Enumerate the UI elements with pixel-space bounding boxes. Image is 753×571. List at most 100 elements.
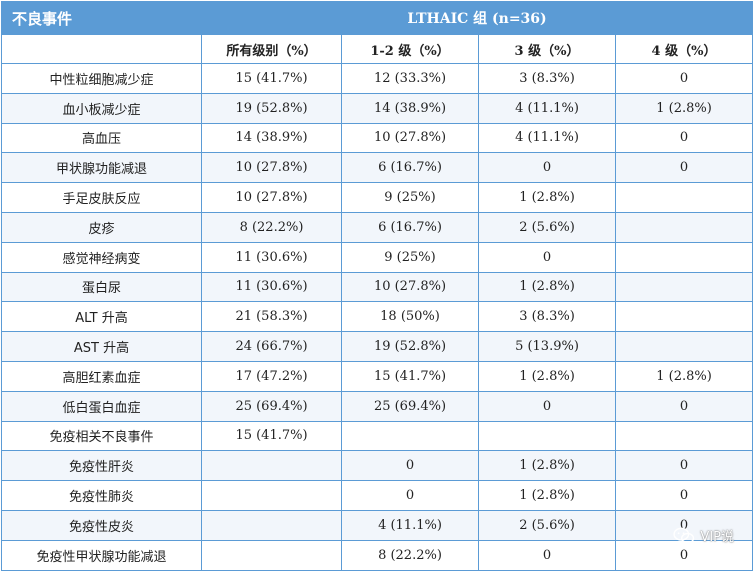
grade-4-cell	[614, 301, 753, 333]
grade-3-cell: 1 (2.8%)	[478, 182, 616, 213]
all-grades-cell: 10 (27.8%)	[201, 152, 342, 184]
all-grades-cell	[201, 480, 342, 511]
grade-4-cell	[614, 331, 753, 362]
grade-1-2-header: 1-2 级（%）	[341, 34, 479, 64]
grade-3-cell: 4 (11.1%)	[478, 122, 616, 154]
all-grades-cell: 25 (69.4%)	[201, 390, 342, 422]
table-title-row: 不良事件 LTHAIC 组 (n=36)	[1, 1, 753, 35]
table-row: 感觉神经病变 11 (30.6%) 9 (25%) 0	[1, 241, 753, 273]
table-row: 高血压 14 (38.9%) 10 (27.8%) 4 (11.1%) 0	[1, 122, 753, 154]
grade-3-header: 3 级（%）	[478, 34, 616, 64]
grade-4-cell	[614, 241, 753, 273]
table-row: 高胆红素血症 17 (47.2%) 15 (41.7%) 1 (2.8%) 1 (2.8…	[1, 360, 753, 392]
event-name-cell: 蛋白尿	[1, 271, 202, 303]
grade-3-cell: 2 (5.6%)	[478, 211, 616, 243]
all-grades-cell: 11 (30.6%)	[201, 241, 342, 273]
all-grades-cell: 19 (52.8%)	[201, 92, 342, 124]
grade-4-cell: 1 (2.8%)	[614, 360, 753, 392]
grade-header-row: 所有级别（%） 1-2 级（%） 3 级（%） 4 级（%）	[1, 34, 753, 64]
grade-1-2-cell: 10 (27.8%)	[341, 271, 479, 303]
grade-4-cell: 0	[614, 450, 753, 482]
all-grades-cell: 11 (30.6%)	[201, 271, 342, 303]
all-grades-cell: 8 (22.2%)	[201, 211, 342, 243]
grade-1-2-cell: 9 (25%)	[341, 182, 479, 213]
event-name-cell: 甲状腺功能减退	[1, 152, 202, 184]
all-grades-cell: 10 (27.8%)	[201, 182, 342, 213]
grade-1-2-cell: 9 (25%)	[341, 241, 479, 273]
table-row: 免疫性肝炎 0 1 (2.8%) 0	[1, 450, 753, 482]
event-name-cell: 低白蛋白血症	[1, 390, 202, 422]
all-grades-cell	[201, 539, 342, 571]
grade-3-cell: 0	[478, 152, 616, 184]
grade-4-cell	[614, 211, 753, 243]
all-grades-cell: 24 (66.7%)	[201, 331, 342, 362]
grade-1-2-cell: 15 (41.7%)	[341, 360, 479, 392]
adverse-event-header: 不良事件	[1, 1, 202, 35]
table-row: AST 升高 24 (66.7%) 19 (52.8%) 5 (13.9%)	[1, 331, 753, 362]
grade-3-cell: 3 (8.3%)	[478, 301, 616, 333]
table-row: 免疫性皮炎 4 (11.1%) 2 (5.6%) 0	[1, 509, 753, 541]
event-name-cell: ALT 升高	[1, 301, 202, 333]
table-row: 皮疹 8 (22.2%) 6 (16.7%) 2 (5.6%)	[1, 211, 753, 243]
table-row: 免疫性甲状腺功能减退 8 (22.2%) 0 0	[1, 539, 753, 571]
event-name-cell: 感觉神经病变	[1, 241, 202, 273]
grade-3-cell: 1 (2.8%)	[478, 480, 616, 511]
event-name-cell: 免疫性肺炎	[1, 480, 202, 511]
event-name-cell: 免疫性甲状腺功能减退	[1, 539, 202, 571]
grade-3-cell: 1 (2.8%)	[478, 271, 616, 303]
grade-1-2-cell: 12 (33.3%)	[341, 63, 479, 94]
grade-3-cell: 5 (13.9%)	[478, 331, 616, 362]
table-row: 手足皮肤反应 10 (27.8%) 9 (25%) 1 (2.8%)	[1, 182, 753, 213]
grade-1-2-cell	[341, 420, 479, 452]
grade-3-cell: 0	[478, 241, 616, 273]
table-row: ALT 升高 21 (58.3%) 18 (50%) 3 (8.3%)	[1, 301, 753, 333]
table-row: 蛋白尿 11 (30.6%) 10 (27.8%) 1 (2.8%)	[1, 271, 753, 303]
grade-1-2-cell: 10 (27.8%)	[341, 122, 479, 154]
grade-3-cell	[478, 420, 616, 452]
grade-1-2-cell: 8 (22.2%)	[341, 539, 479, 571]
grade-1-2-cell: 6 (16.7%)	[341, 211, 479, 243]
empty-header-cell	[1, 34, 202, 64]
event-name-cell: 免疫性皮炎	[1, 509, 202, 541]
grade-4-cell	[614, 271, 753, 303]
all-grades-cell: 15 (41.7%)	[201, 63, 342, 94]
grade-1-2-cell: 0	[341, 480, 479, 511]
grade-4-cell: 0	[614, 122, 753, 154]
grade-1-2-cell: 6 (16.7%)	[341, 152, 479, 184]
grade-4-cell	[614, 420, 753, 452]
table-row: 甲状腺功能减退 10 (27.8%) 6 (16.7%) 0 0	[1, 152, 753, 184]
event-name-cell: 血小板减少症	[1, 92, 202, 124]
grade-4-cell: 0	[614, 480, 753, 511]
event-name-cell: 皮疹	[1, 211, 202, 243]
event-name-cell: 中性粒细胞减少症	[1, 63, 202, 94]
event-name-cell: 免疫相关不良事件	[1, 420, 202, 452]
all-grades-cell: 21 (58.3%)	[201, 301, 342, 333]
grade-4-cell	[614, 182, 753, 213]
wechat-icon	[673, 527, 695, 544]
grade-3-cell: 2 (5.6%)	[478, 509, 616, 541]
grade-4-cell: 0	[614, 509, 753, 541]
table-row: 低白蛋白血症 25 (69.4%) 25 (69.4%) 0 0	[1, 390, 753, 422]
event-name-cell: 高血压	[1, 122, 202, 154]
all-grades-cell: 17 (47.2%)	[201, 360, 342, 392]
event-name-cell: 免疫性肝炎	[1, 450, 202, 482]
grade-1-2-cell: 19 (52.8%)	[341, 331, 479, 362]
watermark: VIP说	[673, 526, 734, 545]
grade-4-cell: 0	[614, 390, 753, 422]
event-name-cell: AST 升高	[1, 331, 202, 362]
table-row: 免疫相关不良事件 15 (41.7%)	[1, 420, 753, 452]
all-grades-cell: 15 (41.7%)	[201, 420, 342, 452]
table-row: 中性粒细胞减少症 15 (41.7%) 12 (33.3%) 3 (8.3%) 0	[1, 63, 753, 94]
grade-1-2-cell: 14 (38.9%)	[341, 92, 479, 124]
all-grades-cell	[201, 450, 342, 482]
event-name-cell: 手足皮肤反应	[1, 182, 202, 213]
event-name-cell: 高胆红素血症	[1, 360, 202, 392]
table-row: 免疫性肺炎 0 1 (2.8%) 0	[1, 480, 753, 511]
grade-1-2-cell: 18 (50%)	[341, 301, 479, 333]
grade-4-cell: 1 (2.8%)	[614, 92, 753, 124]
grade-4-cell: 0	[614, 63, 753, 94]
grade-3-cell: 3 (8.3%)	[478, 63, 616, 94]
table-row: 血小板减少症 19 (52.8%) 14 (38.9%) 4 (11.1%) 1 (2.…	[1, 92, 753, 124]
